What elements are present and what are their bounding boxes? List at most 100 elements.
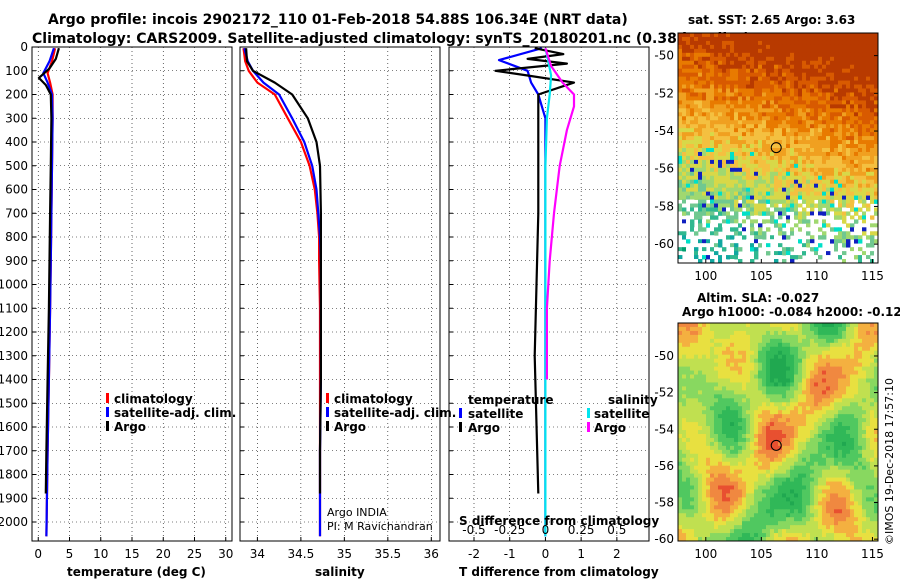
- map-cell: [770, 422, 775, 427]
- map-cell: [750, 96, 755, 101]
- map-cell: [682, 362, 687, 367]
- map-cell: [690, 441, 695, 447]
- map-cell: [814, 60, 819, 66]
- map-cell: [862, 477, 867, 482]
- map-cell: [726, 33, 731, 38]
- map-cell: [826, 128, 831, 133]
- map-cell: [794, 350, 799, 356]
- map-cell: [742, 437, 747, 443]
- map-cell: [798, 469, 803, 475]
- map-cell: [862, 338, 867, 344]
- map-cell: [866, 112, 871, 117]
- map-cell: [738, 76, 743, 81]
- map-cell: [866, 136, 871, 141]
- map-cell: [826, 473, 831, 478]
- map-cell: [822, 386, 827, 391]
- map-cell: [782, 410, 787, 415]
- map-cell: [682, 33, 687, 38]
- map-cell: [718, 334, 723, 340]
- map-cell: [802, 148, 807, 153]
- map-cell: [690, 80, 695, 85]
- map-cell: [858, 326, 863, 332]
- map-cell: [714, 461, 719, 467]
- map-cell: [786, 128, 791, 133]
- map-cell: [798, 398, 803, 403]
- map-cell: [714, 151, 719, 157]
- map-cell: [838, 394, 843, 399]
- map-cell: [778, 485, 783, 490]
- map-cell: [706, 323, 711, 328]
- map-cell: [806, 231, 811, 236]
- map-cell: [710, 191, 715, 196]
- map-cell: [686, 422, 691, 427]
- map-cell: [870, 390, 875, 395]
- map-cell: [842, 227, 847, 232]
- map-cell: [782, 179, 787, 185]
- map-cell: [690, 366, 695, 371]
- map-cell: [790, 64, 795, 70]
- map-cell: [782, 48, 787, 54]
- sst-argo-marker: [770, 142, 782, 154]
- map-cell: [770, 386, 775, 391]
- map-cell: [678, 183, 683, 189]
- map-cell: [782, 418, 787, 423]
- map-cell: [818, 96, 823, 101]
- map-cell: [750, 398, 755, 403]
- map-cell: [826, 477, 831, 482]
- map-cell: [862, 40, 867, 46]
- map-cell: [842, 323, 847, 328]
- map-cell: [702, 239, 707, 244]
- map-cell: [722, 374, 727, 379]
- map-cell: [714, 100, 719, 105]
- map-cell: [870, 354, 875, 360]
- map-cell: [730, 163, 735, 169]
- map-cell: [702, 60, 707, 66]
- map-cell: [754, 167, 759, 173]
- t-legend-clim: climatology: [114, 392, 193, 406]
- map-cell: [814, 465, 819, 471]
- map-cell: [822, 203, 827, 208]
- map-cell: [818, 159, 823, 165]
- map-cell: [678, 255, 683, 260]
- map-cell: [794, 56, 799, 62]
- map-cell: [706, 485, 711, 490]
- map-cell: [822, 223, 827, 228]
- map-cell: [722, 330, 727, 336]
- map-cell: [754, 175, 759, 181]
- map-cell: [710, 96, 715, 101]
- map-cell: [706, 148, 711, 153]
- map-cell: [754, 215, 759, 220]
- map-cell: [870, 330, 875, 336]
- map-cell: [754, 426, 759, 431]
- map-cell: [758, 207, 763, 212]
- map-cell: [690, 195, 695, 200]
- map-cell: [802, 211, 807, 216]
- map-cell: [746, 104, 751, 109]
- map-cell: [810, 148, 815, 153]
- map-cell: [830, 394, 835, 399]
- map-cell: [786, 124, 791, 129]
- map-cell: [746, 227, 751, 232]
- map-cell: [770, 418, 775, 423]
- map-cell: [746, 394, 751, 399]
- map-cell: [842, 56, 847, 62]
- map-cell: [770, 215, 775, 220]
- map-cell: [834, 36, 839, 42]
- map-cell: [746, 441, 751, 447]
- map-cell: [862, 346, 867, 352]
- map-cell: [866, 195, 871, 200]
- map-cell: [698, 390, 703, 395]
- map-cell: [810, 473, 815, 478]
- map-cell: [850, 441, 855, 447]
- map-cell: [822, 382, 827, 387]
- map-cell: [842, 338, 847, 344]
- map-cell: [814, 346, 819, 352]
- map-cell: [798, 354, 803, 360]
- map-cell: [706, 195, 711, 200]
- map-cell: [682, 346, 687, 352]
- map-cell: [694, 60, 699, 66]
- map-cell: [794, 163, 799, 169]
- map-cell: [822, 124, 827, 129]
- map-cell: [762, 354, 767, 360]
- map-cell: [754, 76, 759, 81]
